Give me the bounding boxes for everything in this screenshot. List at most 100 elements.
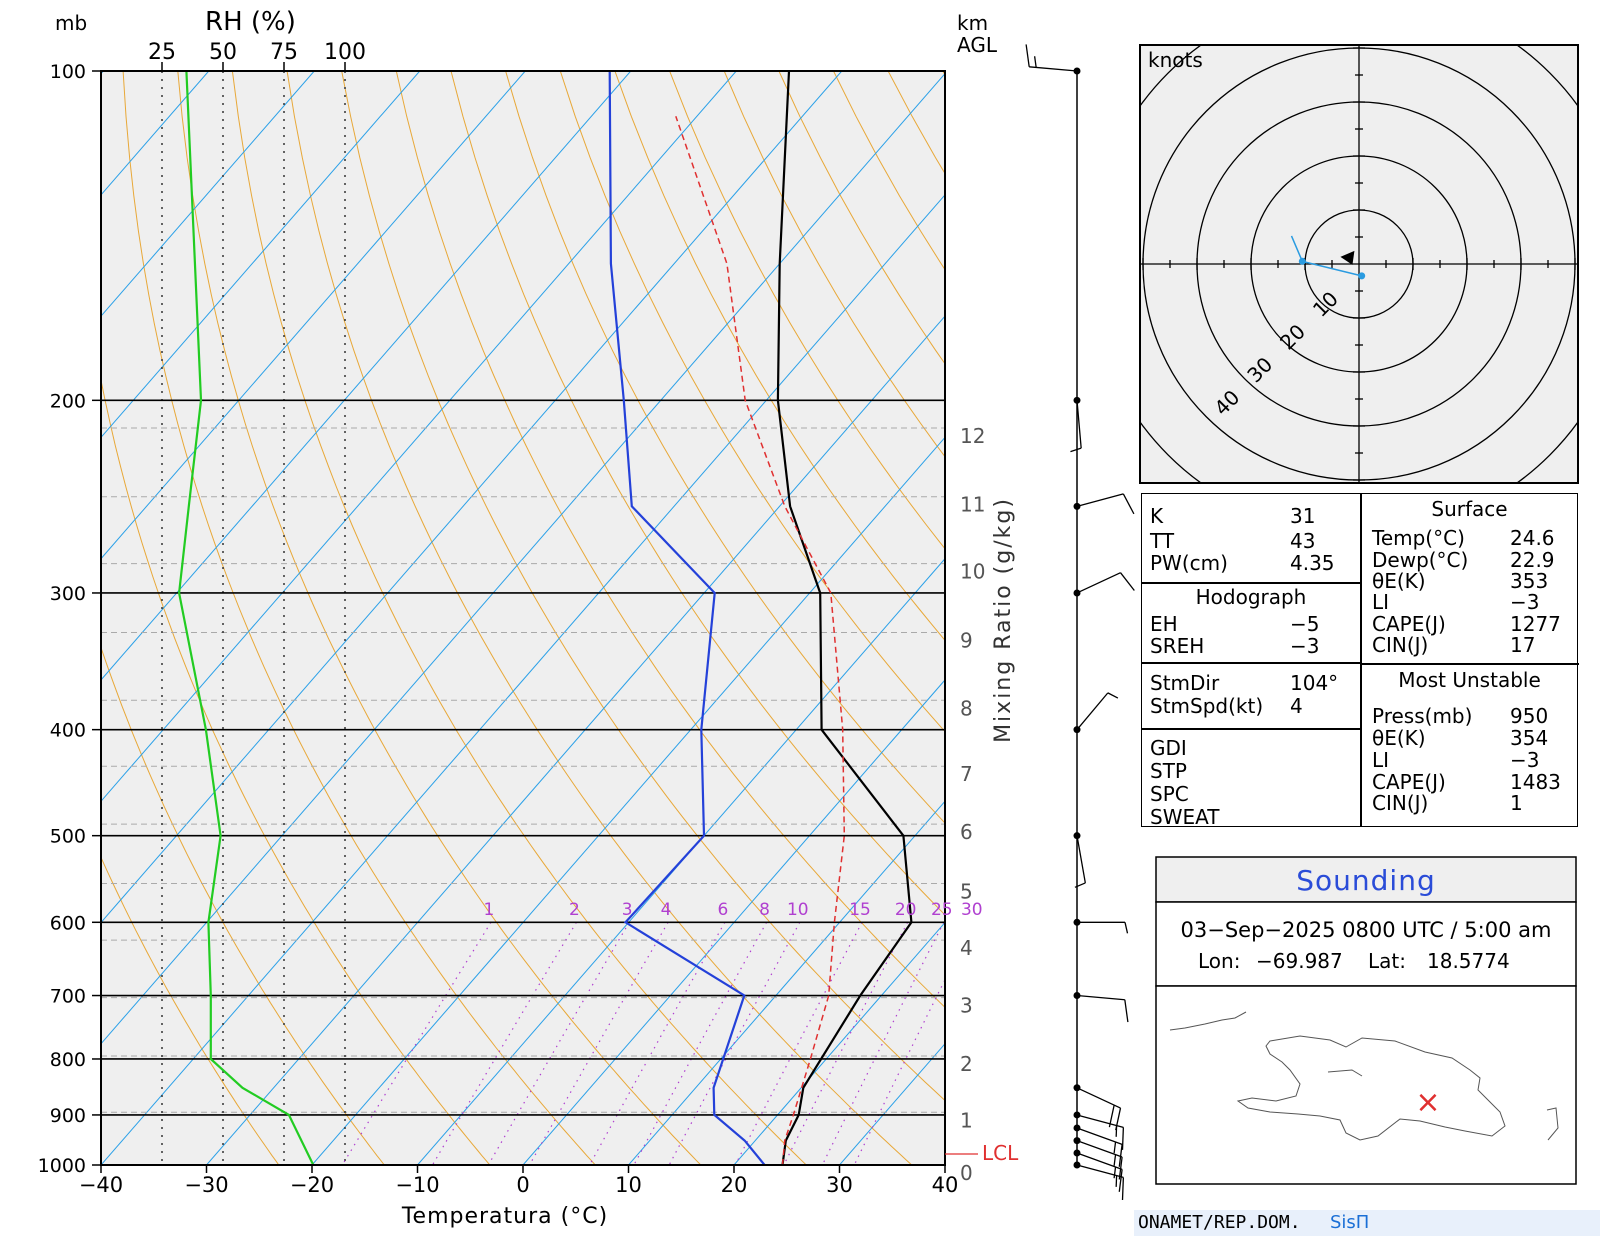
isotherm (101, 71, 843, 924)
temp-tick-label: 20 (721, 1173, 748, 1197)
index-eh-value: −5 (1290, 612, 1320, 636)
wind-barb-flag (1108, 1104, 1115, 1128)
wind-barb-shaft (1076, 1140, 1123, 1158)
surface-temp-label: Temp(°C) (1372, 526, 1465, 550)
mb-label: mb (55, 11, 87, 35)
sounding-title-bar (1155, 856, 1577, 903)
index-stmspd-value: 4 (1290, 694, 1303, 718)
pressure-tick-label: 200 (50, 390, 86, 412)
surface-temp-value: 24.6 (1510, 526, 1555, 550)
lcl-label: LCL (982, 1141, 1019, 1165)
km-tick-label: 11 (960, 493, 985, 517)
wind-barb-shaft (1076, 692, 1109, 731)
pressure-tick-label: 1000 (38, 1155, 86, 1177)
index-k-label: K (1150, 504, 1164, 528)
index-spc-label: SPC (1150, 782, 1189, 806)
mu-press-value: 950 (1510, 704, 1549, 728)
km-tick-label: 10 (960, 560, 985, 584)
lat-label: Lat: (1368, 949, 1406, 973)
mixing-ratio-line (821, 922, 945, 1165)
wind-barb-half-flag (1033, 56, 1037, 68)
mixing-ratio-label: 30 (961, 900, 983, 920)
surface-cin-value: 17 (1510, 633, 1536, 657)
pressure-tick-label: 700 (50, 986, 86, 1008)
rh-tick-label: 75 (270, 40, 298, 65)
mixing-ratio-line (528, 921, 669, 1165)
mu-thetae-label: θE(K) (1372, 726, 1426, 750)
temp-tick-label: 30 (826, 1173, 853, 1197)
wind-barb-shaft (1029, 66, 1078, 72)
wind-barb-shaft (1076, 1087, 1121, 1109)
dry-adiabat (231, 71, 807, 1165)
footer-bar: ONAMET/REP.DOM. SisΠ (1134, 1210, 1600, 1236)
index-stmdir-label: StmDir (1150, 671, 1220, 695)
lon-label: Lon: (1198, 949, 1240, 973)
index-eh-label: EH (1150, 612, 1178, 636)
mu-li-label: LI (1372, 748, 1390, 772)
mu-cin-value: 1 (1510, 791, 1523, 815)
relative-humidity-line (177, 71, 315, 1165)
pressure-tick-label: 800 (50, 1049, 86, 1071)
km-tick-label: 9 (960, 628, 973, 652)
mixing-ratio-label: 6 (717, 900, 728, 920)
surface-dewp-label: Dewp(°C) (1372, 548, 1469, 572)
dry-adiabat (669, 71, 945, 550)
mixing-ratio-label: 3 (622, 900, 633, 920)
hispaniola-coast (1236, 1035, 1506, 1141)
index-pw-label: PW(cm) (1150, 551, 1228, 575)
wind-barb-shaft (1076, 1127, 1123, 1145)
wind-barb-flag (1118, 1144, 1123, 1167)
temp-tick-label: −20 (290, 1173, 334, 1197)
dry-adiabat (614, 71, 945, 642)
wind-barb-shaft (1076, 835, 1086, 884)
x-axis-title: Temperatura (°C) (401, 1204, 608, 1229)
wind-barb-flag (1115, 1107, 1122, 1131)
storm-section-top (1142, 662, 1360, 664)
wind-barb-flag (1119, 572, 1135, 591)
km-tick-label: 2 (960, 1052, 973, 1076)
most-unstable-section-header: Most Unstable (1398, 668, 1541, 692)
rh-tick-label: 100 (324, 40, 366, 65)
surface-thetae-value: 353 (1510, 569, 1549, 593)
wind-barb-half-flag (1124, 922, 1129, 934)
mu-press-label: Press(mb) (1372, 704, 1473, 728)
isotherm (522, 679, 945, 1165)
skewt-curves (177, 71, 913, 1165)
rh-tick-label: 25 (148, 40, 176, 65)
dry-adiabat (559, 71, 945, 733)
isotherm (101, 71, 421, 439)
surface-section-header: Surface (1431, 497, 1508, 521)
mixing-ratio-label: 10 (787, 900, 809, 920)
temp-tick-label: 10 (615, 1173, 642, 1197)
location-map-box (1155, 985, 1577, 1185)
gonave-island (1327, 1069, 1363, 1077)
isotherm (101, 71, 632, 681)
dewpoint-line (608, 71, 766, 1165)
mixing-ratio-line (341, 921, 492, 1165)
wind-barb-flag (1124, 999, 1129, 1023)
km-tick-label: 6 (960, 820, 973, 844)
temp-tick-label: −30 (184, 1173, 228, 1197)
index-sreh-value: −3 (1290, 634, 1320, 658)
km-tick-label: 4 (960, 936, 973, 960)
mixing-ratio-axis-title: Mixing Ratio (g/kg) (991, 497, 1016, 743)
footer-org: ONAMET/REP.DOM. (1138, 1212, 1301, 1233)
wind-barb-half-flag (1074, 882, 1086, 888)
km-label: km (957, 11, 988, 35)
wind-barb-flag (1118, 1169, 1123, 1192)
mu-cape-label: CAPE(J) (1372, 770, 1446, 794)
footer-brand: SisΠ (1330, 1212, 1370, 1233)
index-stp-label: STP (1150, 759, 1187, 783)
wind-barb-shaft (1076, 994, 1125, 1001)
agl-label: AGL (957, 33, 998, 57)
index-k-value: 31 (1290, 504, 1316, 528)
dry-adiabat (505, 71, 945, 824)
wind-barb-half-flag (1107, 692, 1119, 699)
dry-adiabat (122, 71, 596, 1165)
index-tt-label: TT (1150, 529, 1175, 553)
wind-barb-shaft (1076, 493, 1124, 507)
mu-thetae-value: 354 (1510, 726, 1549, 750)
isotherm (417, 557, 945, 1165)
station-marker: × (1415, 1085, 1440, 1120)
wind-barb-flag (1025, 44, 1030, 67)
